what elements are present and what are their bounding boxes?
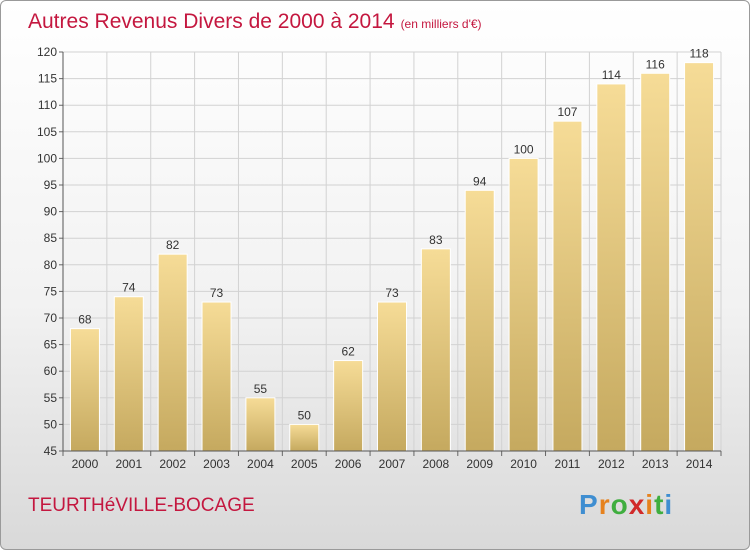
data-label-2009: 94 (473, 174, 487, 188)
x-tick-label-2009: 2009 (466, 457, 493, 471)
axes: 45 50 55 60 65 70 75 80 85 90 95 100 105 110 115 120 200… (37, 45, 722, 471)
x-tick-label-2014: 2014 (686, 457, 713, 471)
y-tick-label: 100 (37, 151, 57, 165)
y-tick-label: 60 (44, 364, 58, 378)
y-tick-label: 75 (44, 284, 58, 298)
data-label-2010: 100 (514, 142, 534, 156)
chart-title: Autres Revenus Divers de 2000 à 2014 (en … (28, 10, 482, 34)
x-tick-label-2010: 2010 (510, 457, 537, 471)
x-tick-label-2007: 2007 (379, 457, 406, 471)
data-label-2002: 82 (166, 238, 180, 252)
y-tick-label: 45 (44, 444, 58, 458)
data-label-2014: 118 (689, 47, 708, 61)
bar-2014 (684, 62, 715, 452)
x-tick-label-2001: 2001 (115, 457, 142, 471)
x-tick-label-2008: 2008 (423, 457, 450, 471)
bar-2010 (508, 157, 539, 452)
data-label-2004: 55 (254, 382, 268, 396)
x-tick-label-2003: 2003 (203, 457, 230, 471)
x-tick-label-2005: 2005 (291, 457, 318, 471)
logo-letter: P (579, 489, 599, 520)
y-tick-label: 115 (38, 72, 57, 86)
data-label-2008: 83 (429, 233, 443, 247)
bar-2005 (289, 423, 320, 452)
bar-2009 (464, 189, 495, 452)
proxiti-logo: Proxiti (579, 489, 673, 521)
x-tick-label-2006: 2006 (335, 457, 362, 471)
y-tick-label: 65 (44, 338, 58, 352)
data-label-2005: 50 (298, 408, 312, 422)
y-tick-label: 80 (44, 258, 58, 272)
bar-2002 (157, 253, 188, 452)
bar-2011 (552, 120, 583, 452)
bar-2003 (201, 301, 232, 452)
bar-2008 (420, 248, 451, 452)
y-tick-label: 110 (38, 98, 57, 112)
y-tick-label: 55 (44, 391, 58, 405)
x-tick-label-2000: 2000 (72, 457, 99, 471)
y-tick-label: 85 (44, 231, 58, 245)
bars: 68 74 82 73 55 50 62 73 83 94 100 107 114 116 118 (69, 47, 715, 452)
data-label-2000: 68 (78, 313, 92, 327)
y-tick-label: 50 (44, 417, 58, 431)
x-tick-label-2012: 2012 (598, 457, 625, 471)
data-label-2007: 73 (385, 286, 399, 300)
bar-2012 (596, 83, 627, 452)
x-tick-label-2002: 2002 (159, 457, 186, 471)
y-tick-label: 95 (44, 178, 58, 192)
logo-letter: r (598, 489, 611, 520)
bar-2004 (245, 397, 276, 452)
bar-2006 (333, 360, 364, 452)
data-label-2003: 73 (210, 286, 224, 300)
data-label-2012: 114 (602, 68, 621, 82)
x-tick-label-2004: 2004 (247, 457, 274, 471)
y-tick-label: 70 (44, 311, 58, 325)
x-tick-label-2013: 2013 (642, 457, 669, 471)
logo-letter: x (628, 489, 646, 520)
logo-letter: t (654, 489, 665, 520)
data-label-2011: 107 (557, 105, 577, 119)
bar-2007 (377, 301, 407, 452)
y-tick-label: 105 (37, 125, 57, 139)
chart-subtitle: (en milliers d'€) (400, 17, 482, 31)
commune-name: TEURTHéVILLE-BOCAGE (28, 495, 255, 516)
data-label-2001: 74 (122, 281, 136, 295)
x-tick-label-2011: 2011 (555, 457, 581, 471)
chart-title-text: Autres Revenus Divers de 2000 à 2014 (28, 10, 395, 33)
logo-letter: i (645, 489, 655, 520)
bar-2000 (69, 328, 100, 452)
data-label-2013: 116 (646, 57, 665, 71)
logo-letter: i (664, 489, 674, 520)
bar-2001 (113, 296, 144, 452)
logo-letter: o (610, 489, 629, 520)
bar-2013 (640, 72, 671, 452)
y-tick-label: 90 (44, 205, 58, 219)
y-tick-label: 120 (37, 45, 57, 59)
data-label-2006: 62 (341, 345, 355, 359)
